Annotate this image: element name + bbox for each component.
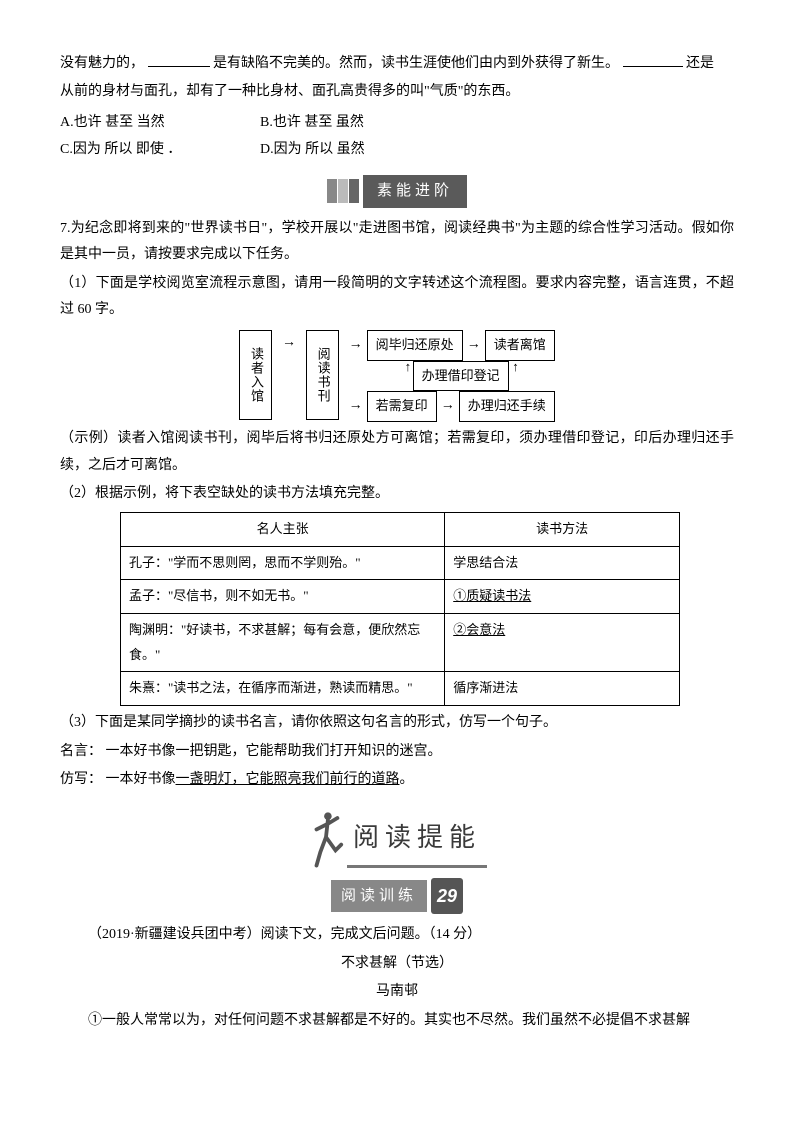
th-1: 名人主张 [121,512,445,546]
section-tag-1: 素能进阶 [60,175,734,208]
tag-text: 素能进阶 [363,175,467,208]
flow-return: 阅毕归还原处 [367,330,463,361]
opt-c: C.因为 所以 即使 ． [60,137,260,164]
q7-stem: 7.为纪念即将到来的"世界读书日"，学校开展以"走进图书馆，阅读经典书"为主题的… [60,216,734,269]
badge-text: 阅读训练 [331,880,427,913]
intro-1a: 没有魅力的， [60,56,144,71]
q7-sub2: （2）根据示例，将下表空缺处的读书方法填充完整。 [60,481,734,508]
arrow-icon: → [349,332,363,359]
reading-src: （2019·新疆建设兵团中考）阅读下文，完成文后问题。（14 分） [60,922,734,949]
q7-example: （示例）读者入馆阅读书刊，阅毕后将书归还原处方可离馆；若需复印，须办理借印登记，… [60,426,734,479]
cell-b: 学思结合法 [445,546,680,580]
opt-a: A.也许 甚至 当然 [60,110,260,137]
flow-return2: 办理归还手续 [459,391,555,422]
arrow-icon: → [282,330,296,420]
badge-num: 29 [431,878,463,914]
flow-copy: 若需复印 [367,391,437,422]
imit-suffix: 。 [400,772,414,787]
reading-p1: ①一般人常常以为，对任何问题不求甚解都是不好的。其实也不尽然。我们虽然不必提倡不… [60,1008,734,1035]
opt-d: D.因为 所以 虽然 [260,137,460,164]
imitation-line: 仿写： 一本好书像一盏明灯，它能照亮我们前行的道路。 [60,767,734,794]
opt-b: B.也许 甚至 虽然 [260,110,460,137]
imit-answer: 一盏明灯，它能照亮我们前行的道路 [176,772,400,787]
sub-badge: 阅读训练 29 [60,878,734,914]
big-title: 阅读提能 [347,813,487,867]
blank-2 [623,50,683,67]
arrow-up-icon: ↑ [512,355,519,380]
quote-line: 名言： 一本好书像一把钥匙，它能帮助我们打开知识的迷宫。 [60,739,734,766]
arrow-icon: → [349,393,363,420]
arrow-up-icon: ↑ [405,355,412,380]
table-row: 朱熹："读书之法，在循序而渐进，熟读而精思。" 循序渐进法 [121,672,680,706]
intro-1b: 是有缺陷不完美的。然而，读书生涯使他们由内到外获得了新生。 [213,56,619,71]
table-row: 孟子："尽信书，则不如无书。" ①质疑读书法 [121,580,680,614]
quote-label: 名言： [60,744,102,759]
cell-b: ①质疑读书法 [445,580,680,614]
cell-b: 循序渐进法 [445,672,680,706]
flowchart: 读者入馆 → 阅读书刊 → 阅毕归还原处 → 读者离馆 ↑ 办理借印登记 ↑ →… [60,330,734,420]
quote-text: 一本好书像一把钥匙，它能帮助我们打开知识的迷宫。 [106,744,442,759]
flow-read: 阅读书刊 [306,330,339,420]
arrow-icon: → [441,393,455,420]
blank-1 [148,50,210,67]
kicker-icon [307,808,345,868]
cell-b: ②会意法 [445,613,680,671]
imit-label: 仿写： [60,772,102,787]
flow-leave: 读者离馆 [485,330,555,361]
table-row: 陶渊明："好读书，不求甚解；每有会意，便欣然忘食。" ②会意法 [121,613,680,671]
book-icon [327,179,363,203]
big-heading: 阅读提能 [60,808,734,868]
intro-para: 没有魅力的， 是有缺陷不完美的。然而，读书生涯使他们由内到外获得了新生。 还是 [60,50,734,77]
flow-register: 办理借印登记 [413,361,509,392]
q7-sub3: （3）下面是某同学摘抄的读书名言，请你依照这句名言的形式，仿写一个句子。 [60,710,734,737]
table-row: 孔子："学而不思则罔，思而不学则殆。" 学思结合法 [121,546,680,580]
flow-readers-enter: 读者入馆 [239,330,272,420]
imit-prefix: 一本好书像 [106,772,176,787]
intro-line2: 从前的身材与面孔，却有了一种比身材、面孔高贵得多的叫"气质"的东西。 [60,79,734,106]
answer-1: ①质疑读书法 [453,588,531,603]
cell-a: 孔子："学而不思则罔，思而不学则殆。" [121,546,445,580]
reading-method-table: 名人主张 读书方法 孔子："学而不思则罔，思而不学则殆。" 学思结合法 孟子："… [120,512,680,706]
options-block: A.也许 甚至 当然 B.也许 甚至 虽然 C.因为 所以 即使 ． D.因为 … [60,110,734,163]
intro-1c: 还是 [686,56,714,71]
cell-a: 孟子："尽信书，则不如无书。" [121,580,445,614]
cell-a: 朱熹："读书之法，在循序而渐进，熟读而精思。" [121,672,445,706]
q7-sub1: （1）下面是学校阅览室流程示意图，请用一段简明的文字转述这个流程图。要求内容完整… [60,271,734,324]
reading-title: 不求甚解（节选） [60,951,734,978]
answer-2: ②会意法 [453,622,505,637]
th-2: 读书方法 [445,512,680,546]
arrow-icon: → [467,332,481,359]
reading-author: 马南邨 [60,979,734,1006]
cell-a: 陶渊明："好读书，不求甚解；每有会意，便欣然忘食。" [121,613,445,671]
